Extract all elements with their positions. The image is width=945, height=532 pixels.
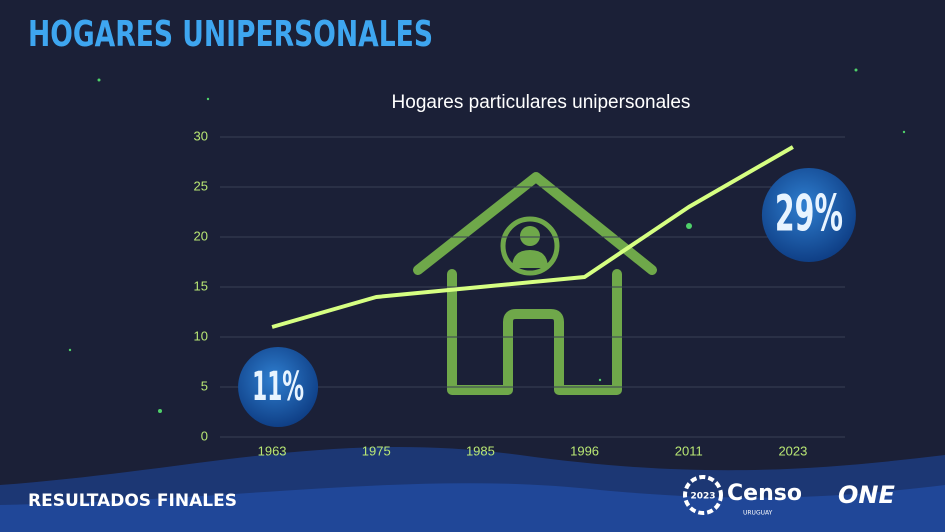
logo-name: Censo — [727, 481, 802, 506]
value-label: 29% — [775, 185, 843, 243]
logo-year: 2023 — [690, 492, 715, 502]
y-tick-label: 15 — [194, 278, 208, 293]
value-label: 11% — [252, 364, 304, 410]
data-line — [271, 145, 794, 329]
slide-title: HOGARES UNIPERSONALES — [28, 14, 433, 55]
y-tick-label: 20 — [194, 228, 208, 243]
y-tick-label: 25 — [194, 178, 208, 193]
y-tick-label: 0 — [201, 428, 208, 443]
x-tick-label: 1975 — [362, 443, 391, 458]
person-icon — [512, 226, 548, 268]
wave — [0, 483, 945, 532]
label-bubble — [238, 347, 319, 427]
x-tick-label: 2011 — [675, 443, 703, 458]
label-bubble — [761, 168, 856, 262]
logo-gear — [683, 475, 723, 515]
censo-logo: 2023 Censo URUGUAY — [683, 475, 802, 517]
x-tick-label: 1985 — [466, 443, 495, 458]
y-tick-label: 30 — [194, 128, 208, 143]
y-tick-label: 5 — [201, 378, 208, 393]
x-tick-label: 2023 — [778, 443, 807, 458]
house-icon — [413, 172, 657, 395]
x-tick-label: 1996 — [570, 443, 599, 458]
stars — [68, 68, 906, 413]
plot: 0 5 10 15 20 25 30 1963 1975 1985 1996 2011 2023 11% 2… — [194, 128, 856, 458]
org-logo: ONE — [838, 481, 895, 509]
chart-title: Hogares particulares unipersonales — [392, 92, 691, 113]
footer-text: RESULTADOS FINALES — [28, 491, 237, 511]
y-tick-label: 10 — [194, 328, 208, 343]
logo-country: URUGUAY — [743, 510, 773, 517]
x-tick-label: 1963 — [258, 443, 287, 458]
